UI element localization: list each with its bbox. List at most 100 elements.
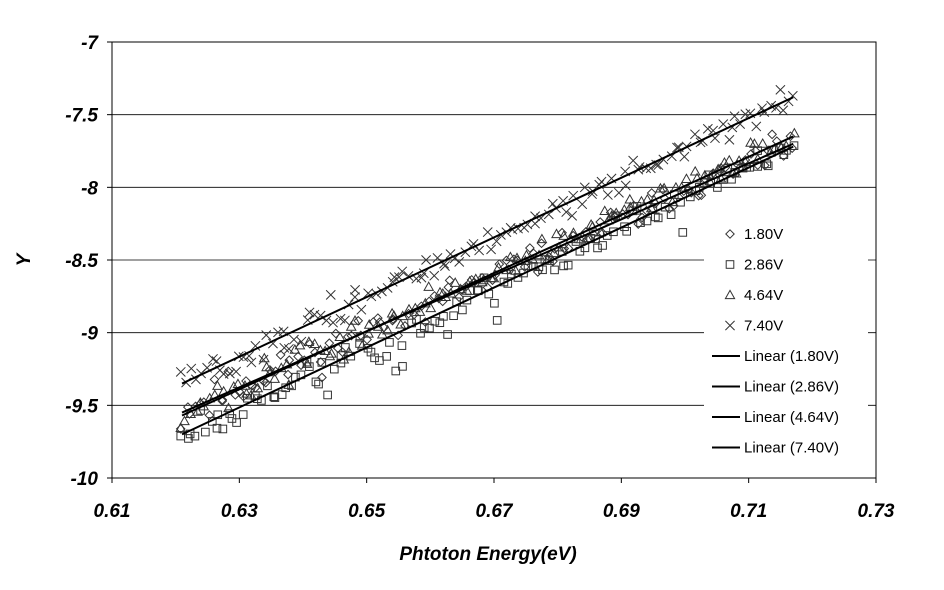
data-point-4.64V	[434, 286, 446, 297]
data-point-4.64V	[488, 272, 500, 283]
data-point-7.40V	[561, 207, 572, 217]
data-point-7.40V	[775, 84, 786, 95]
data-point-2.86V	[678, 228, 688, 237]
data-point-4.64V	[363, 327, 374, 338]
legend: 1.80V 2.86V 4.64V 7.40V Linear (1.80V) Linear…	[704, 216, 868, 460]
legend-label: Linear (7.40V)	[744, 440, 839, 457]
fit-line-Linear (2.86V)	[181, 145, 794, 436]
data-point-7.40V	[778, 105, 789, 116]
data-point-4.64V	[599, 205, 611, 216]
data-point-2.86V	[269, 392, 279, 402]
fit-line-Linear (1.80V)	[181, 142, 794, 414]
legend-label: 7.40V	[744, 318, 783, 335]
data-point-2.86V	[763, 161, 773, 171]
x-tick-label: 0.71	[730, 501, 767, 522]
data-point-2.86V	[370, 353, 379, 363]
data-point-4.64V	[423, 281, 435, 291]
data-point-2.86V	[458, 305, 467, 315]
data-point-4.64V	[595, 226, 607, 237]
data-point-7.40V	[296, 336, 307, 347]
data-point-2.86V	[218, 424, 228, 434]
data-point-2.86V	[439, 312, 448, 321]
x-axis-title: Phtoton Energy(eV)	[399, 544, 576, 565]
data-point-2.86V	[382, 352, 391, 361]
data-point-1.80V	[557, 227, 567, 238]
data-point-7.40V	[429, 270, 440, 281]
data-point-4.64V	[414, 306, 426, 316]
data-point-1.80V	[217, 396, 228, 406]
data-point-2.86V	[391, 366, 401, 376]
data-point-7.40V	[339, 315, 350, 326]
legend-label: Linear (1.80V)	[744, 348, 839, 365]
fit-layer	[181, 96, 794, 436]
x-axis-ticks: 0.61 0.63 0.65 0.67 0.69 0.71 0.73	[94, 478, 895, 522]
y-axis-ticks: -7 -7.5 -8 -8.5 -9 -9.5 -10	[65, 33, 112, 490]
data-point-4.64V	[245, 389, 257, 400]
data-point-1.80V	[330, 328, 341, 339]
data-point-7.40V	[651, 159, 662, 170]
data-point-4.64V	[301, 358, 313, 368]
data-point-4.64V	[178, 415, 190, 426]
data-point-4.64V	[382, 324, 394, 335]
y-tick-label: -8.5	[65, 251, 98, 272]
data-point-2.86V	[642, 216, 652, 226]
data-point-2.86V	[653, 213, 663, 223]
y-tick-label: -10	[71, 469, 99, 490]
data-point-7.40V	[439, 258, 450, 269]
data-point-4.64V	[314, 344, 326, 355]
data-point-1.80V	[633, 219, 644, 229]
data-point-4.64V	[745, 136, 757, 147]
data-point-1.80V	[686, 187, 697, 198]
legend-label: 2.86V	[744, 257, 783, 274]
data-point-4.64V	[334, 331, 346, 342]
data-point-7.40V	[751, 121, 762, 132]
data-point-4.64V	[691, 172, 703, 183]
data-point-2.86V	[443, 330, 452, 339]
data-point-1.80V	[494, 259, 505, 270]
data-point-2.86V	[462, 295, 472, 305]
data-point-2.86V	[425, 323, 434, 333]
data-point-4.64V	[425, 302, 437, 313]
y-tick-label: -7	[81, 33, 99, 54]
data-point-1.80V	[209, 374, 220, 385]
data-point-2.86V	[609, 227, 618, 237]
data-point-1.80V	[444, 275, 455, 286]
data-point-7.40V	[211, 356, 222, 367]
data-point-7.40V	[718, 119, 729, 130]
data-point-2.86V	[397, 341, 407, 350]
y-tick-label: -9.5	[65, 396, 98, 417]
data-point-4.64V	[269, 373, 281, 383]
data-point-1.80V	[750, 145, 761, 156]
legend-label: Linear (2.86V)	[744, 379, 839, 396]
data-point-7.40V	[288, 334, 299, 345]
data-point-7.40V	[328, 317, 339, 328]
data-point-2.86V	[375, 356, 384, 365]
data-point-7.40V	[594, 179, 605, 190]
data-point-2.86V	[666, 210, 676, 219]
data-point-7.40V	[258, 354, 269, 365]
data-point-4.64V	[504, 251, 516, 262]
data-point-7.40V	[547, 198, 558, 209]
legend-marker	[725, 229, 735, 239]
data-point-1.80V	[595, 217, 606, 227]
data-point-4.64V	[723, 154, 735, 165]
data-point-7.40V	[724, 134, 735, 145]
x-tick-label: 0.63	[221, 501, 258, 522]
data-point-2.86V	[718, 175, 728, 184]
data-point-4.64V	[680, 173, 692, 183]
data-point-7.40V	[304, 307, 315, 318]
data-point-4.64V	[261, 361, 273, 372]
data-point-7.40V	[315, 310, 326, 321]
data-point-2.86V	[430, 316, 440, 326]
data-point-4.64V	[395, 318, 407, 329]
data-point-2.86V	[323, 390, 332, 400]
data-point-7.40V	[261, 330, 272, 341]
data-point-1.80V	[658, 184, 668, 195]
fit-line-Linear (7.40V)	[181, 96, 794, 385]
data-point-2.86V	[713, 183, 722, 192]
data-point-4.64V	[715, 172, 727, 183]
data-point-7.40V	[702, 123, 713, 134]
data-point-7.40V	[350, 284, 361, 295]
data-point-4.64V	[461, 284, 473, 295]
data-point-4.64V	[548, 247, 560, 258]
